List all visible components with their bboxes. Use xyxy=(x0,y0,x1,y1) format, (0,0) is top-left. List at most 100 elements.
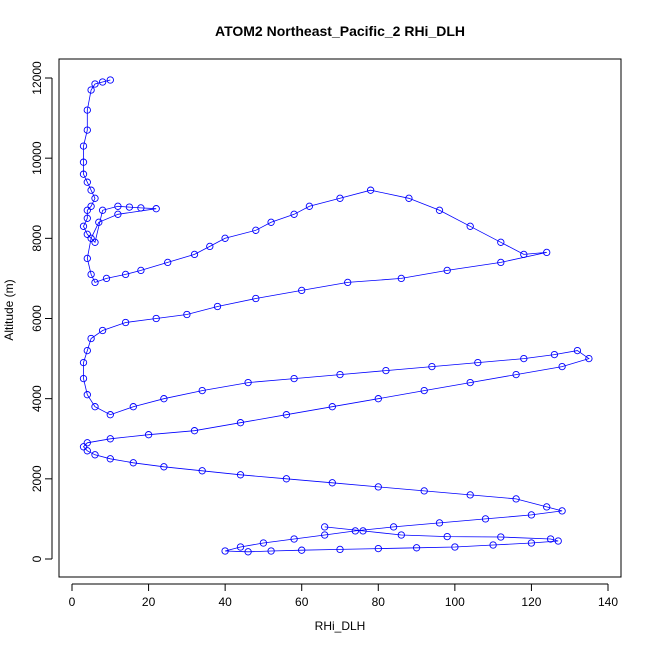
data-point xyxy=(83,126,91,134)
chart-title: ATOM2 Northeast_Pacific_2 RHi_DLH xyxy=(215,23,465,39)
data-point xyxy=(527,539,536,547)
data-point xyxy=(474,358,482,367)
data-point xyxy=(267,218,275,226)
data-point xyxy=(259,539,268,547)
x-tick-label: 140 xyxy=(598,595,618,609)
data-point xyxy=(83,346,91,355)
data-point xyxy=(466,491,474,499)
x-tick-label: 20 xyxy=(142,595,156,609)
data-point xyxy=(520,354,528,363)
data-point xyxy=(428,362,436,371)
data-point xyxy=(573,346,582,355)
data-point xyxy=(87,86,95,94)
data-point xyxy=(106,455,114,463)
data-point xyxy=(106,76,114,84)
data-point xyxy=(79,443,88,451)
data-point xyxy=(497,238,505,246)
data-point xyxy=(183,310,191,319)
data-point xyxy=(79,222,88,230)
data-point xyxy=(129,459,137,467)
x-tick-label: 100 xyxy=(445,595,465,609)
data-point xyxy=(443,266,451,275)
data-point xyxy=(83,106,91,114)
data-point xyxy=(420,487,428,495)
data-point xyxy=(79,158,88,166)
data-point xyxy=(558,507,566,515)
data-point xyxy=(290,535,298,543)
data-point xyxy=(87,234,95,242)
plot-frame xyxy=(58,58,622,578)
data-point xyxy=(102,274,111,283)
y-tick-label: 8000 xyxy=(30,225,44,252)
data-point xyxy=(305,202,314,210)
data-point xyxy=(79,142,88,150)
y-tick-label: 10000 xyxy=(30,141,44,175)
x-tick-label: 0 xyxy=(69,595,76,609)
data-point xyxy=(190,250,199,259)
data-point xyxy=(95,218,103,226)
x-axis-label: RHi_DLH xyxy=(315,619,366,633)
data-point xyxy=(206,242,214,251)
data-point xyxy=(87,270,95,279)
data-point xyxy=(290,210,298,218)
data-point xyxy=(397,531,405,539)
data-point xyxy=(244,378,252,387)
data-point xyxy=(527,511,536,519)
data-point xyxy=(152,314,160,323)
data-point xyxy=(336,545,344,554)
data-point xyxy=(397,274,405,283)
data-point xyxy=(512,495,520,503)
data-point xyxy=(420,386,428,395)
x-tick-label: 120 xyxy=(521,595,541,609)
data-point xyxy=(550,350,559,359)
data-point xyxy=(87,334,95,343)
data-point xyxy=(389,523,398,531)
data-point xyxy=(252,226,260,234)
data-point xyxy=(382,366,390,375)
data-point xyxy=(121,318,130,327)
data-point xyxy=(546,535,555,543)
data-point xyxy=(321,531,329,539)
data-point xyxy=(443,532,451,541)
data-point xyxy=(351,527,359,535)
data-point xyxy=(83,178,91,186)
data-point xyxy=(137,204,145,212)
data-point xyxy=(359,527,367,535)
data-point xyxy=(236,543,245,551)
data-point xyxy=(236,471,245,479)
data-point xyxy=(221,234,229,242)
data-point xyxy=(152,205,160,213)
data-point xyxy=(497,258,505,267)
data-point xyxy=(298,286,306,295)
data-point xyxy=(412,544,421,552)
y-tick-label: 0 xyxy=(30,555,44,562)
data-point xyxy=(236,419,245,427)
data-point xyxy=(543,248,551,257)
data-point xyxy=(321,523,329,531)
data-point xyxy=(160,395,168,403)
series-line xyxy=(82,79,590,553)
data-point xyxy=(83,214,91,222)
data-point xyxy=(198,467,206,475)
data-point xyxy=(83,254,91,263)
data-point xyxy=(98,326,107,335)
x-tick-label: 40 xyxy=(218,595,232,609)
data-point xyxy=(512,370,520,379)
data-point xyxy=(91,403,99,411)
data-point xyxy=(121,270,130,279)
data-point xyxy=(466,222,474,230)
data-point xyxy=(79,358,88,367)
x-tick-label: 80 xyxy=(372,595,386,609)
data-point xyxy=(198,386,206,395)
data-point xyxy=(543,503,551,511)
data-point xyxy=(106,411,114,419)
data-point xyxy=(144,431,153,439)
data-point xyxy=(435,519,444,527)
data-point xyxy=(87,186,95,194)
data-point xyxy=(114,202,122,210)
data-point xyxy=(481,515,490,523)
data-point xyxy=(98,78,107,86)
data-point xyxy=(106,435,114,443)
data-point xyxy=(520,250,528,259)
data-point xyxy=(87,202,95,210)
